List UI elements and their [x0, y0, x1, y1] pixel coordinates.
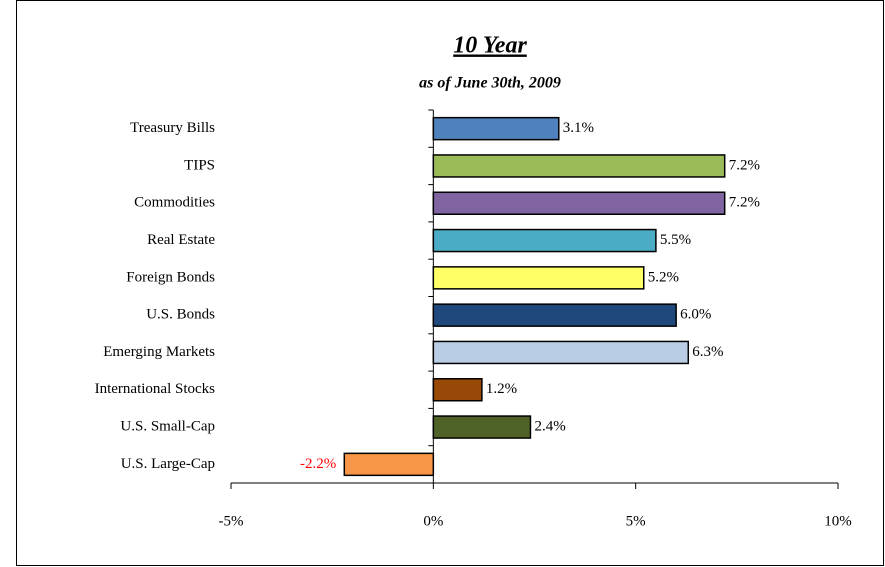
- y-tick-label: International Stocks: [95, 381, 216, 397]
- y-tick-label: Treasury Bills: [130, 120, 215, 136]
- bar: [432, 116, 560, 141]
- chart-subtitle: as of June 30th, 2009: [419, 75, 561, 92]
- bar: [432, 378, 483, 402]
- x-tick-label: 0%: [423, 513, 443, 529]
- x-tick-label: 5%: [626, 513, 646, 529]
- x-tick-label: -5%: [219, 513, 244, 529]
- value-label: 5.5%: [660, 232, 691, 248]
- y-tick-label: U.S. Large-Cap: [121, 456, 215, 472]
- bar: [343, 452, 435, 477]
- y-tick-label: Emerging Markets: [103, 344, 215, 360]
- value-label: 2.4%: [534, 418, 565, 434]
- value-label: 6.3%: [692, 344, 723, 360]
- value-label: 3.1%: [563, 120, 594, 136]
- chart-title: 10 Year: [453, 33, 527, 59]
- bar: [432, 266, 645, 290]
- y-tick-label: U.S. Small-Cap: [120, 418, 215, 434]
- value-label: 5.2%: [648, 269, 679, 285]
- value-label: 6.0%: [680, 307, 711, 323]
- y-tick-label: TIPS: [184, 157, 215, 173]
- value-label: 7.2%: [729, 195, 760, 211]
- bar: [432, 191, 726, 215]
- y-tick-label: Foreign Bonds: [126, 269, 215, 285]
- bar: [432, 340, 690, 365]
- y-tick-label: U.S. Bonds: [146, 307, 215, 323]
- y-tick-label: Real Estate: [147, 232, 215, 248]
- value-label: 7.2%: [729, 157, 760, 173]
- y-tick-label: Commodities: [134, 195, 215, 211]
- bar: [432, 228, 657, 253]
- value-label: -2.2%: [300, 456, 336, 472]
- bar: [432, 303, 677, 327]
- value-label: 1.2%: [486, 381, 517, 397]
- bar: [432, 154, 726, 178]
- bar: [432, 415, 532, 439]
- x-tick-label: 10%: [824, 513, 852, 529]
